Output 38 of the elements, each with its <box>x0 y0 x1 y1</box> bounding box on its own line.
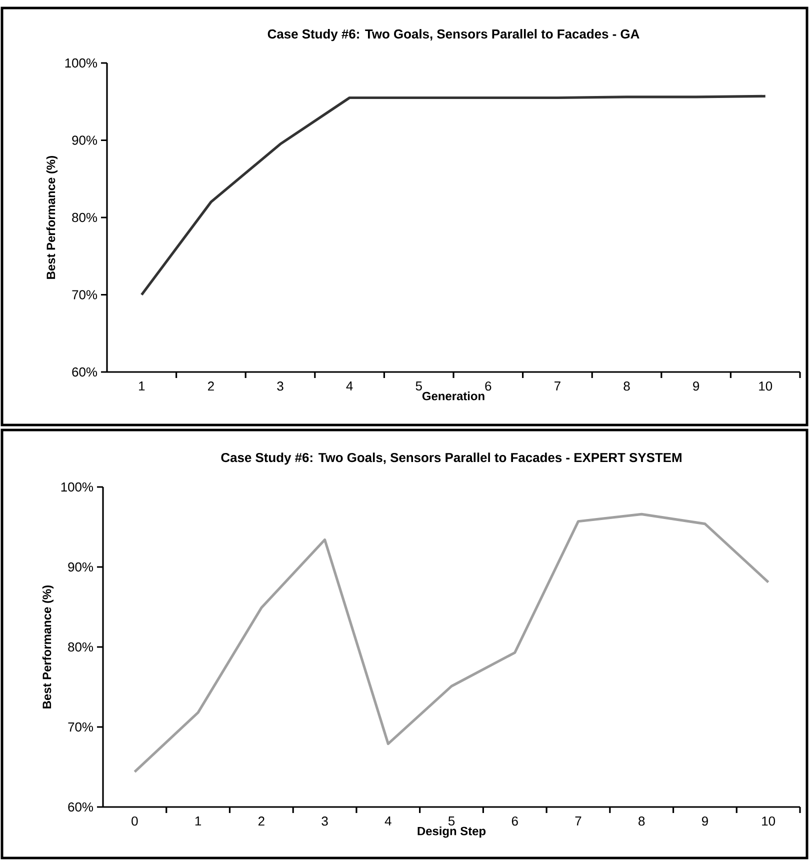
x-tick-label: 4 <box>384 816 392 826</box>
x-tick-label: 7 <box>575 816 582 826</box>
y-tick-label: 100% <box>65 58 98 68</box>
x-tick-label: 8 <box>638 816 645 826</box>
y-tick-label: 60% <box>72 367 98 377</box>
x-tick-label: 9 <box>693 382 700 391</box>
x-tick-label: 2 <box>258 816 264 826</box>
y-tick-label: 100% <box>61 482 94 492</box>
x-tick-label: 7 <box>554 382 560 390</box>
y-tick-label: 90% <box>72 136 98 145</box>
y-tick-label: 90% <box>68 562 94 572</box>
x-tick-label: 0 <box>132 816 138 826</box>
y-tick-label: 70% <box>68 722 94 732</box>
x-tick-label: 6 <box>512 816 518 826</box>
x-tick-label: 6 <box>485 382 492 391</box>
y-tick-label: 60% <box>68 802 94 812</box>
line-series <box>133 512 770 774</box>
x-tick-label: 1 <box>139 382 145 390</box>
y-tick-label: 80% <box>72 212 98 222</box>
y-axis-title: Best Performance (%) <box>42 585 54 708</box>
x-tick-label: 10 <box>762 816 776 826</box>
y-axis-title: Best Performance (%) <box>46 156 58 279</box>
x-tick-label: 3 <box>322 816 328 826</box>
x-axis-title: Design Step <box>418 826 486 838</box>
y-tick-label: 80% <box>68 642 94 652</box>
x-tick-label: 2 <box>208 382 214 391</box>
x-axis-title: Generation <box>422 392 484 400</box>
chart-title: Case Study #6: Two Goals, Sensors Parallel to Facades - GA <box>268 29 640 42</box>
x-tick-label: 1 <box>195 816 202 826</box>
x-tick-label: 10 <box>759 382 772 391</box>
y-tick-label: 70% <box>72 290 98 300</box>
x-tick-label: 4 <box>346 382 353 390</box>
x-tick-label: 3 <box>277 382 284 391</box>
x-tick-label: 5 <box>448 816 455 826</box>
chart-title: Case Study #6: Two Goals, Sensors Parallel to Facades - EXPERT SYSTEM <box>221 452 682 465</box>
x-tick-label: 9 <box>702 816 708 826</box>
x-tick-label: 5 <box>416 382 422 391</box>
x-tick-label: 8 <box>624 382 630 391</box>
